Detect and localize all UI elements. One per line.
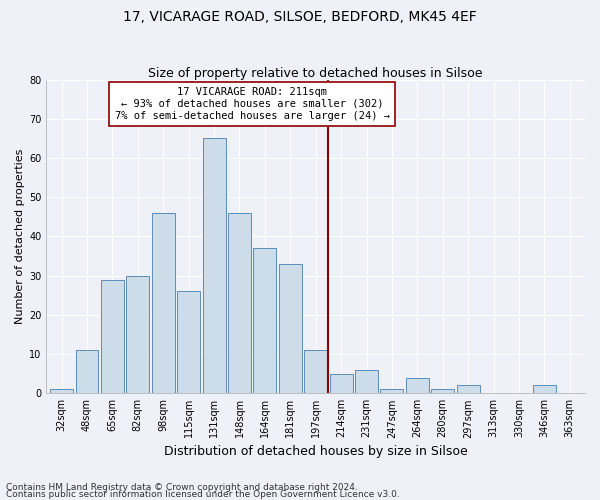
Bar — [279, 264, 302, 394]
Bar — [431, 390, 454, 394]
Bar — [177, 292, 200, 394]
Text: 17, VICARAGE ROAD, SILSOE, BEDFORD, MK45 4EF: 17, VICARAGE ROAD, SILSOE, BEDFORD, MK45… — [123, 10, 477, 24]
Bar — [533, 386, 556, 394]
Bar — [203, 138, 226, 394]
Bar — [406, 378, 429, 394]
Y-axis label: Number of detached properties: Number of detached properties — [15, 148, 25, 324]
Bar — [127, 276, 149, 394]
X-axis label: Distribution of detached houses by size in Silsoe: Distribution of detached houses by size … — [164, 444, 467, 458]
Bar — [457, 386, 479, 394]
Text: 17 VICARAGE ROAD: 211sqm
← 93% of detached houses are smaller (302)
7% of semi-d: 17 VICARAGE ROAD: 211sqm ← 93% of detach… — [115, 88, 389, 120]
Bar — [101, 280, 124, 394]
Text: Contains HM Land Registry data © Crown copyright and database right 2024.: Contains HM Land Registry data © Crown c… — [6, 484, 358, 492]
Bar — [355, 370, 378, 394]
Bar — [76, 350, 98, 394]
Bar — [228, 213, 251, 394]
Bar — [304, 350, 327, 394]
Bar — [253, 248, 277, 394]
Title: Size of property relative to detached houses in Silsoe: Size of property relative to detached ho… — [148, 66, 483, 80]
Bar — [380, 390, 403, 394]
Bar — [329, 374, 353, 394]
Text: Contains public sector information licensed under the Open Government Licence v3: Contains public sector information licen… — [6, 490, 400, 499]
Bar — [152, 213, 175, 394]
Bar — [50, 390, 73, 394]
